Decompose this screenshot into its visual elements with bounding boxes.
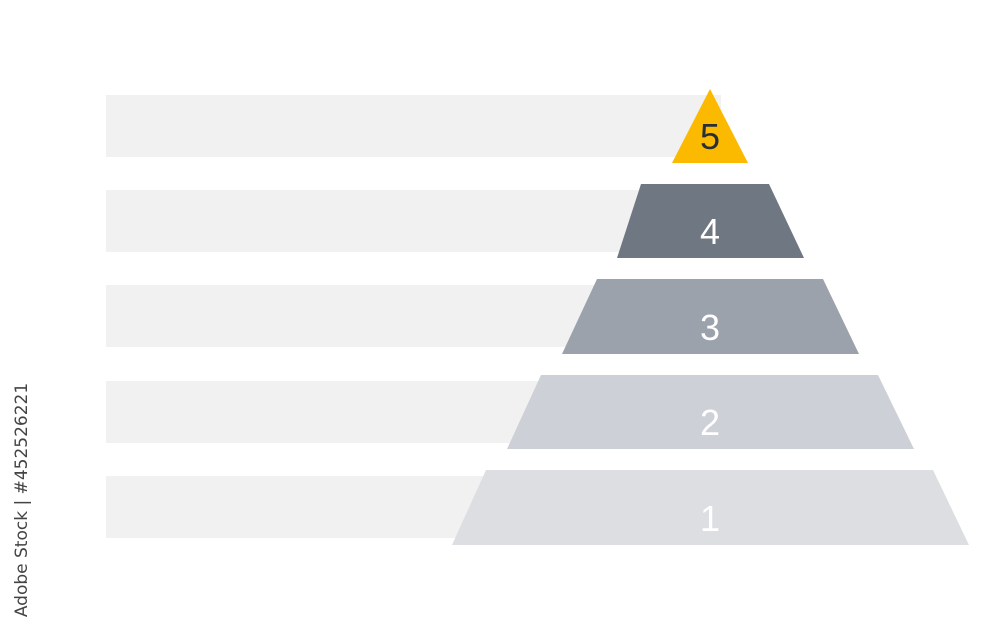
text-placeholder-bar-5 (106, 95, 721, 157)
tier-label-3: 3 (700, 307, 720, 348)
tier-label-5: 5 (700, 116, 720, 157)
text-placeholder-bar-4 (106, 190, 659, 252)
watermark-text: Adobe Stock | #452526221 (12, 382, 32, 618)
text-placeholder-bar-2 (106, 381, 554, 443)
text-placeholder-bar-1 (106, 476, 499, 538)
text-placeholder-bar-3 (106, 285, 610, 347)
tier-label-2: 2 (700, 402, 720, 443)
pyramid-tier-5 (672, 89, 748, 163)
pyramid-tier-2 (507, 375, 914, 449)
tier-label-4: 4 (700, 211, 720, 252)
tier-label-1: 1 (700, 498, 720, 539)
pyramid-tier-1 (452, 470, 969, 545)
pyramid-tier-3 (562, 279, 859, 354)
pyramid-tier-4 (617, 184, 804, 258)
